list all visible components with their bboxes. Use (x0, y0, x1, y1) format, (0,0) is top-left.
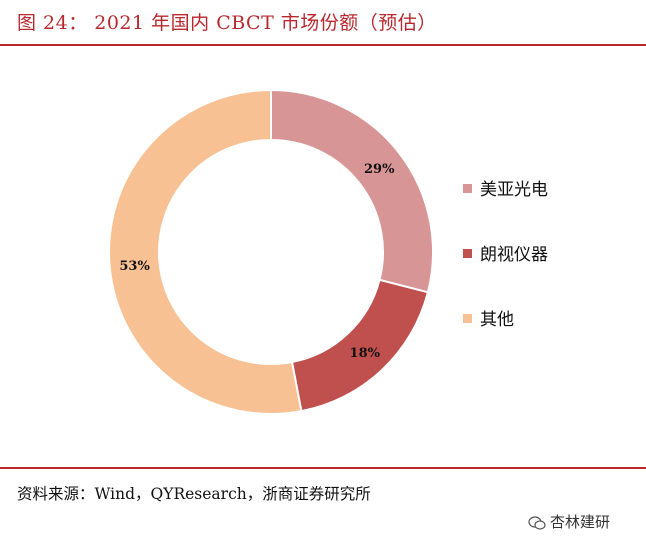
legend-swatch (463, 314, 472, 323)
watermark-text: 杏林建研 (550, 513, 611, 531)
slice-labels: 29% 18% 53% (119, 162, 395, 361)
legend-swatch (463, 249, 472, 258)
source-note: 资料来源：Wind，QYResearch，浙商证券研究所 (17, 485, 371, 503)
figure-title: 图 24： 2021 年国内 CBCT 市场份额（预估） (17, 12, 437, 34)
legend-label: 朗视仪器 (480, 245, 548, 265)
legend-label: 其他 (480, 310, 514, 330)
donut-slices (108, 88, 434, 415)
source-rule (0, 467, 646, 469)
title-rule (0, 44, 646, 46)
donut-slice (270, 88, 434, 294)
wechat-icon (528, 515, 546, 530)
legend-label: 美亚光电 (480, 180, 548, 200)
donut-slice (108, 88, 303, 415)
legend-swatch (463, 184, 472, 193)
watermark: 杏林建研 (528, 511, 610, 532)
slice-value-label: 18% (350, 346, 381, 361)
slice-value-label: 53% (119, 259, 150, 274)
slice-value-label: 29% (364, 162, 395, 177)
